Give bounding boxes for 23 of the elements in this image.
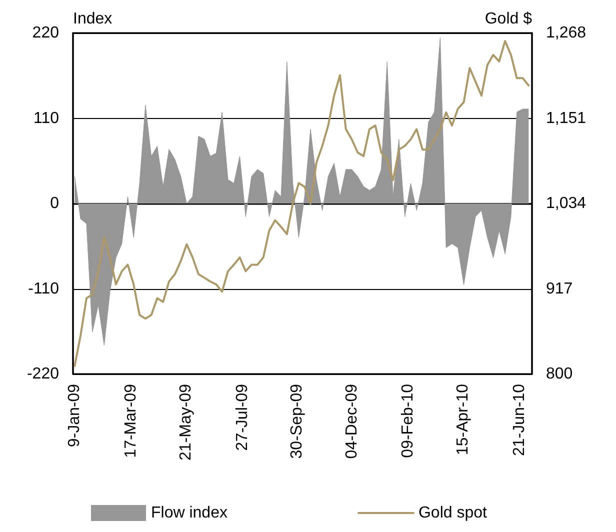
y-tick-label: 0	[50, 195, 60, 212]
y-axis-title: Index	[73, 10, 112, 28]
y2-tick-label: 1,034	[546, 195, 586, 212]
y-tick-label: 110	[33, 110, 60, 127]
x-tick-label: 9-Jan-09	[66, 384, 84, 448]
legend-label: Gold spot	[418, 504, 488, 522]
x-tick-label: 15-Apr-10	[454, 384, 472, 456]
x-tick-label: 30-Sep-09	[288, 384, 306, 459]
y2-tick-label: 800	[546, 366, 573, 382]
x-tick-label: 04-Dec-09	[343, 384, 360, 459]
y-tick-label: -220	[26, 366, 60, 382]
y2-axis-title: Gold $	[484, 10, 532, 28]
y2-tick-label: 917	[546, 280, 573, 298]
x-tick-label: 27-Jul-09	[234, 384, 251, 451]
y2-tick-label: 1,268	[546, 24, 586, 42]
y-tick-label: 220	[32, 24, 60, 42]
x-tick-label: 21-Jun-10	[510, 384, 528, 456]
x-tick-label: 21-May-09	[177, 384, 194, 460]
x-tick-label: 17-Mar-09	[122, 384, 140, 458]
y-tick-label: -110	[28, 280, 60, 298]
legend-label: Flow index	[151, 504, 228, 522]
y2-tick-label: 1,151	[546, 110, 586, 127]
x-tick-label: 09-Feb-10	[400, 384, 417, 458]
